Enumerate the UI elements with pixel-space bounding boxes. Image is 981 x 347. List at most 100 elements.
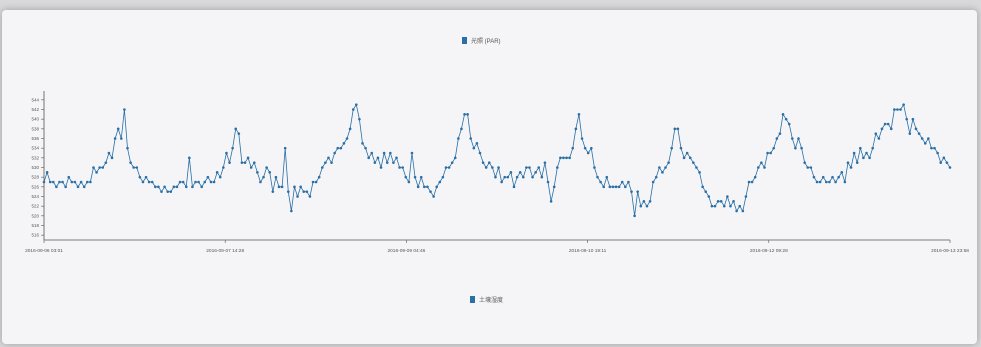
data-point	[893, 108, 896, 111]
data-point	[166, 190, 169, 193]
data-point	[852, 151, 856, 155]
data-point	[732, 200, 735, 203]
data-point	[491, 166, 494, 169]
data-point	[515, 175, 519, 179]
data-point	[518, 171, 522, 174]
data-point	[358, 117, 361, 121]
data-point	[849, 166, 853, 169]
data-point	[404, 175, 408, 179]
data-point	[917, 132, 921, 135]
data-point	[614, 185, 618, 189]
data-point	[812, 175, 816, 179]
data-point	[713, 204, 717, 208]
data-point	[862, 156, 865, 160]
data-point	[169, 190, 173, 193]
legend-top[interactable]: 光照 (PAR)	[462, 36, 501, 45]
data-point	[237, 132, 241, 135]
data-point	[178, 180, 182, 184]
data-point	[450, 161, 454, 164]
data-point	[624, 185, 627, 189]
data-point	[537, 166, 541, 169]
data-point	[787, 122, 791, 126]
data-point	[781, 113, 785, 116]
data-point	[259, 180, 262, 184]
data-point	[775, 137, 779, 140]
data-point	[367, 156, 370, 160]
data-point	[593, 166, 596, 169]
legend-bottom[interactable]: 土壤湿度	[470, 295, 503, 304]
data-point	[154, 185, 157, 189]
data-point	[695, 166, 698, 169]
data-point	[271, 190, 275, 193]
data-point	[132, 166, 135, 169]
data-point	[150, 180, 154, 184]
data-point	[602, 185, 605, 189]
data-point	[494, 175, 497, 179]
data-point	[487, 161, 491, 164]
y-tick-label: 516	[31, 233, 39, 238]
data-point	[76, 185, 80, 189]
data-point	[194, 180, 197, 184]
data-point	[45, 171, 49, 174]
data-point	[800, 146, 803, 150]
data-point	[766, 151, 769, 155]
data-point	[302, 190, 306, 193]
data-point	[215, 171, 219, 174]
data-point	[583, 146, 587, 150]
data-point	[466, 113, 469, 116]
data-point	[645, 204, 649, 208]
legend-top-swatch	[462, 37, 467, 44]
data-point	[590, 146, 593, 150]
data-point	[212, 180, 216, 184]
data-point	[797, 137, 800, 140]
data-point	[138, 175, 142, 179]
data-point	[673, 127, 677, 131]
data-point	[92, 166, 95, 169]
data-point	[791, 137, 794, 140]
data-point	[902, 103, 905, 106]
data-point	[549, 200, 553, 203]
data-point	[89, 180, 92, 184]
data-point	[580, 137, 584, 140]
data-point	[317, 175, 321, 179]
data-point	[277, 185, 281, 189]
data-point	[333, 151, 336, 155]
data-point	[719, 200, 723, 203]
data-point	[280, 185, 284, 189]
data-point	[896, 108, 899, 111]
data-point	[147, 180, 151, 184]
data-point	[129, 161, 132, 164]
data-point	[382, 151, 386, 155]
data-point	[911, 117, 915, 121]
data-point	[880, 127, 884, 131]
data-point	[834, 180, 837, 184]
data-point	[927, 137, 930, 140]
data-point	[534, 171, 537, 174]
data-point	[181, 180, 185, 184]
data-point	[772, 146, 776, 150]
data-point	[503, 175, 507, 179]
data-point	[883, 122, 887, 126]
data-point	[871, 146, 874, 150]
data-point	[475, 142, 479, 145]
data-point	[197, 180, 200, 184]
x-tick-label: 2016-09-06 03:01	[25, 248, 63, 254]
legend-top-label: 光照 (PAR)	[471, 39, 501, 45]
data-point	[157, 185, 160, 189]
data-point	[809, 166, 813, 169]
data-point	[413, 175, 417, 179]
data-point	[327, 156, 330, 160]
data-point	[654, 175, 658, 179]
y-tick-label: 520	[31, 213, 39, 218]
data-point	[348, 127, 352, 131]
data-point	[290, 209, 293, 213]
data-point	[794, 146, 797, 150]
data-point	[82, 185, 86, 189]
data-point	[243, 161, 247, 164]
data-point	[51, 180, 55, 184]
data-point	[877, 137, 881, 140]
data-point	[110, 156, 114, 160]
data-point	[401, 166, 404, 169]
data-point	[821, 175, 825, 179]
